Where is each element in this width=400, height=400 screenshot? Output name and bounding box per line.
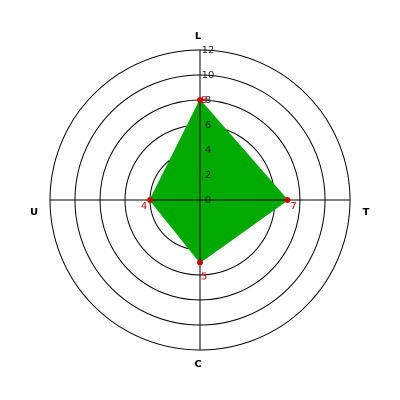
- data-label: 4: [141, 201, 147, 212]
- data-point: [284, 197, 291, 203]
- data-point: [197, 97, 203, 103]
- data-point: [147, 197, 153, 203]
- tick-label: 4: [205, 145, 211, 156]
- data-label: 5: [201, 272, 207, 283]
- data-label: 8: [201, 95, 207, 106]
- axis-label: C: [194, 359, 201, 370]
- tick-label: 6: [205, 120, 211, 131]
- axis-label: L: [195, 31, 202, 42]
- tick-label: 2: [205, 170, 211, 181]
- data-area: [149, 99, 289, 264]
- tick-label: 12: [202, 45, 215, 56]
- tick-label: 0: [205, 195, 211, 206]
- axis-label: U: [30, 207, 38, 218]
- data-point: [197, 259, 203, 266]
- data-label: 7: [290, 201, 296, 212]
- tick-label: 8: [205, 95, 211, 106]
- tick-label: 10: [202, 70, 215, 81]
- axis-label: T: [363, 207, 370, 218]
